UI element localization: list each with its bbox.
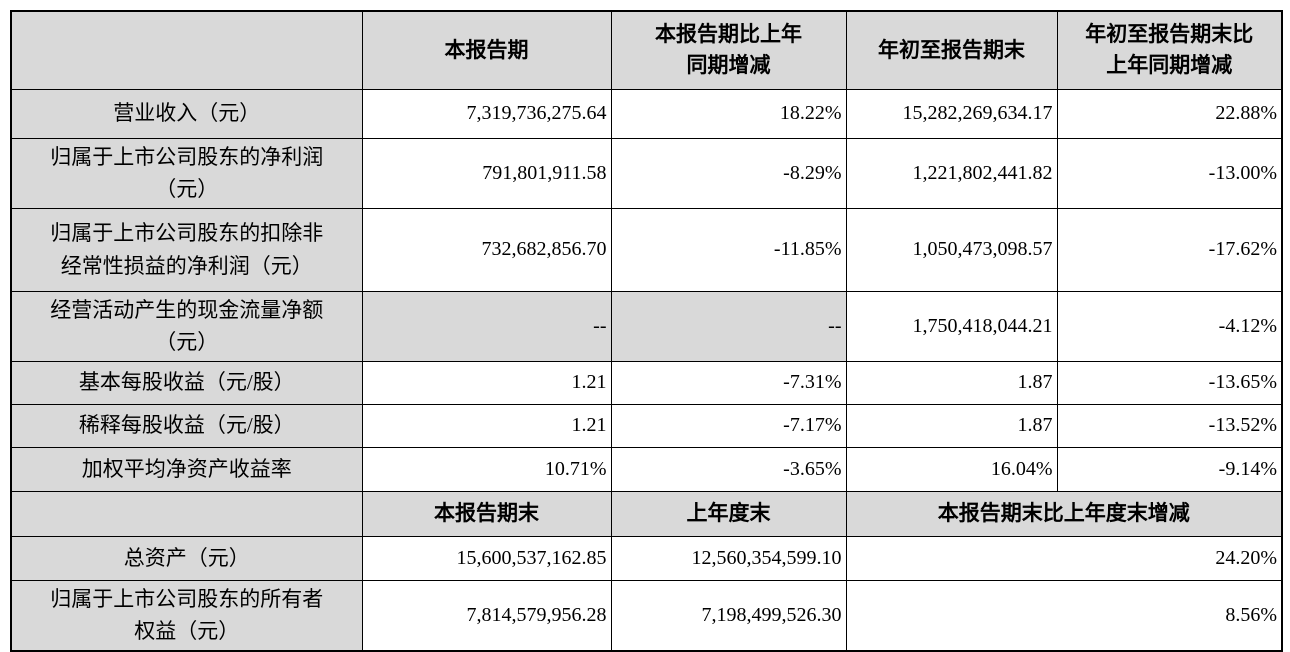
total-assets-end-of-period: 15,600,537,162.85 xyxy=(361,535,612,581)
equity-end-of-period: 7,814,579,956.28 xyxy=(361,579,612,652)
total-assets-end-of-last-year: 12,560,354,599.10 xyxy=(610,535,847,581)
net-profit-yoy-change: -8.29% xyxy=(610,137,847,209)
weighted-avg-roe-ytd: 16.04% xyxy=(845,446,1058,492)
diluted-eps-yoy-change: -7.17% xyxy=(610,403,847,448)
net-profit-ytd: 1,221,802,441.82 xyxy=(845,137,1058,209)
diluted-eps-ytd-yoy-change: -13.52% xyxy=(1056,403,1283,448)
row-label-weighted-avg-roe: 加权平均净资产收益率 xyxy=(10,446,363,492)
diluted-eps-current-period: 1.21 xyxy=(361,403,612,448)
operating-cash-flow-current-period: -- xyxy=(361,290,612,362)
net-profit-ytd-yoy-change: -13.00% xyxy=(1056,137,1283,209)
row-label-operating-cash-flow: 经营活动产生的现金流量净额 （元） xyxy=(10,290,363,362)
row-label-equity-attributable: 归属于上市公司股东的所有者 权益（元） xyxy=(10,579,363,652)
table-row-net-profit: 归属于上市公司股东的净利润 （元） 791,801,911.58 -8.29% … xyxy=(10,137,1283,209)
header-year-to-date: 年初至报告期末 xyxy=(845,10,1058,90)
header-corner-blank xyxy=(10,10,363,90)
header-year-to-date-yoy-change: 年初至报告期末比 上年同期增减 xyxy=(1056,10,1283,90)
table-row-revenue: 营业收入（元） 7,319,736,275.64 18.22% 15,282,2… xyxy=(10,88,1283,139)
header-end-of-last-year: 上年度末 xyxy=(610,490,847,537)
basic-eps-ytd-yoy-change: -13.65% xyxy=(1056,360,1283,405)
revenue-ytd: 15,282,269,634.17 xyxy=(845,88,1058,139)
net-profit-current-period: 791,801,911.58 xyxy=(361,137,612,209)
header2-corner-blank xyxy=(10,490,363,537)
revenue-yoy-change: 18.22% xyxy=(610,88,847,139)
diluted-eps-ytd: 1.87 xyxy=(845,403,1058,448)
table-row-basic-eps: 基本每股收益（元/股） 1.21 -7.31% 1.87 -13.65% xyxy=(10,360,1283,405)
revenue-current-period: 7,319,736,275.64 xyxy=(361,88,612,139)
basic-eps-current-period: 1.21 xyxy=(361,360,612,405)
row-label-net-profit: 归属于上市公司股东的净利润 （元） xyxy=(10,137,363,209)
table-row-net-profit-excl-nonrecurring: 归属于上市公司股东的扣除非 经常性损益的净利润（元） 732,682,856.7… xyxy=(10,207,1283,292)
revenue-ytd-yoy-change: 22.88% xyxy=(1056,88,1283,139)
table-row-equity-attributable: 归属于上市公司股东的所有者 权益（元） 7,814,579,956.28 7,1… xyxy=(10,579,1283,652)
table-row-weighted-avg-roe: 加权平均净资产收益率 10.71% -3.65% 16.04% -9.14% xyxy=(10,446,1283,492)
table-row-total-assets: 总资产（元） 15,600,537,162.85 12,560,354,599.… xyxy=(10,535,1283,581)
header-row-period: 本报告期 本报告期比上年 同期增减 年初至报告期末 年初至报告期末比 上年同期增… xyxy=(10,10,1283,90)
header-end-of-period: 本报告期末 xyxy=(361,490,612,537)
operating-cash-flow-ytd-yoy-change: -4.12% xyxy=(1056,290,1283,362)
weighted-avg-roe-current-period: 10.71% xyxy=(361,446,612,492)
basic-eps-yoy-change: -7.31% xyxy=(610,360,847,405)
weighted-avg-roe-ytd-yoy-change: -9.14% xyxy=(1056,446,1283,492)
total-assets-change: 24.20% xyxy=(845,535,1283,581)
header-row-period-end: 本报告期末 上年度末 本报告期末比上年度末增减 xyxy=(10,490,1283,537)
operating-cash-flow-ytd: 1,750,418,044.21 xyxy=(845,290,1058,362)
table-row-diluted-eps: 稀释每股收益（元/股） 1.21 -7.17% 1.87 -13.52% xyxy=(10,403,1283,448)
key-financials-table: 本报告期 本报告期比上年 同期增减 年初至报告期末 年初至报告期末比 上年同期增… xyxy=(10,10,1283,652)
row-label-total-assets: 总资产（元） xyxy=(10,535,363,581)
operating-cash-flow-yoy-change: -- xyxy=(610,290,847,362)
row-label-basic-eps: 基本每股收益（元/股） xyxy=(10,360,363,405)
row-label-revenue: 营业收入（元） xyxy=(10,88,363,139)
weighted-avg-roe-yoy-change: -3.65% xyxy=(610,446,847,492)
table-row-operating-cash-flow: 经营活动产生的现金流量净额 （元） -- -- 1,750,418,044.21… xyxy=(10,290,1283,362)
header-current-period: 本报告期 xyxy=(361,10,612,90)
net-profit-excl-ytd: 1,050,473,098.57 xyxy=(845,207,1058,292)
basic-eps-ytd: 1.87 xyxy=(845,360,1058,405)
equity-change: 8.56% xyxy=(845,579,1283,652)
net-profit-excl-yoy-change: -11.85% xyxy=(610,207,847,292)
net-profit-excl-ytd-yoy-change: -17.62% xyxy=(1056,207,1283,292)
equity-end-of-last-year: 7,198,499,526.30 xyxy=(610,579,847,652)
row-label-diluted-eps: 稀释每股收益（元/股） xyxy=(10,403,363,448)
header-current-period-yoy-change: 本报告期比上年 同期增减 xyxy=(610,10,847,90)
net-profit-excl-current-period: 732,682,856.70 xyxy=(361,207,612,292)
row-label-net-profit-excl-nonrecurring: 归属于上市公司股东的扣除非 经常性损益的净利润（元） xyxy=(10,207,363,292)
header-change-vs-last-year-end: 本报告期末比上年度末增减 xyxy=(845,490,1283,537)
